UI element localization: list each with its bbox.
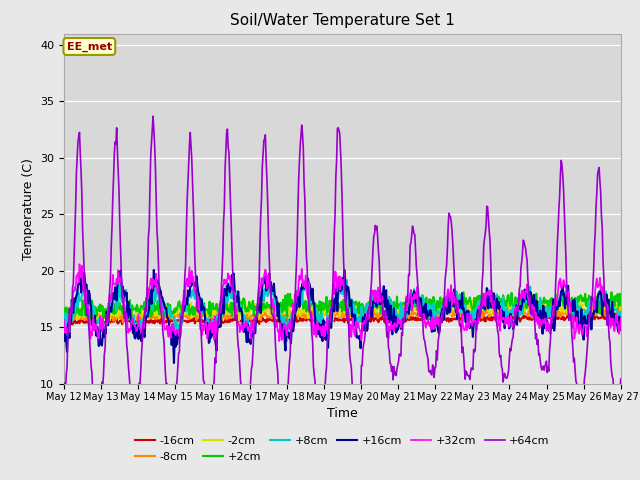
Legend: -16cm, -8cm, -2cm, +2cm, +8cm, +16cm, +32cm, +64cm: -16cm, -8cm, -2cm, +2cm, +8cm, +16cm, +3… [131,432,554,466]
Bar [64,34,621,271]
Title: Soil/Water Temperature Set 1: Soil/Water Temperature Set 1 [230,13,455,28]
X-axis label: Time: Time [327,407,358,420]
Bar [64,271,621,384]
Y-axis label: Temperature (C): Temperature (C) [22,158,35,260]
Text: EE_met: EE_met [67,41,112,52]
